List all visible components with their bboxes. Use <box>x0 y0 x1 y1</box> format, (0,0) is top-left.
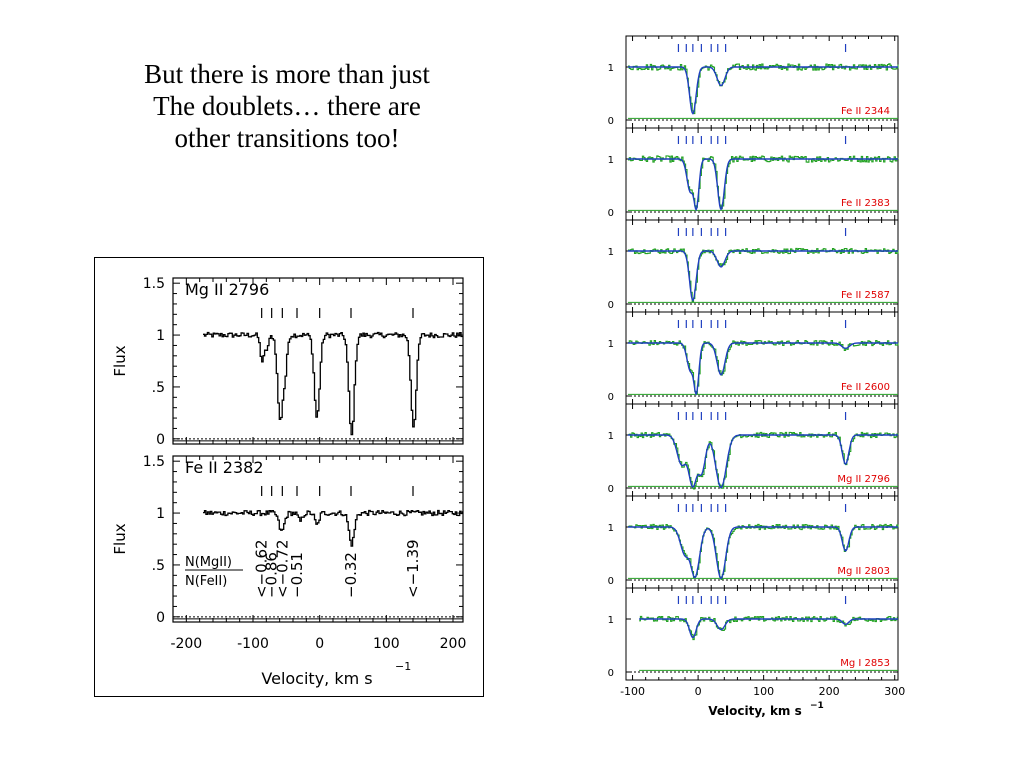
transition-label: Mg II 2796 <box>185 280 269 299</box>
model-fit <box>639 618 898 639</box>
x-axis-label-exponent: −1 <box>810 701 824 711</box>
x-tick-label: 200 <box>819 685 840 698</box>
y-tick-label: 0 <box>156 432 165 448</box>
ratio-value: <−0.72 <box>273 539 291 598</box>
right-chart-svg: 0 1 Fe II 2344 0 1 Fe II 2383 0 1 Fe II 2587 0 1 Fe… <box>608 35 905 718</box>
title-line-2: The doublets… there are <box>153 91 421 121</box>
slide-title: But there is more than just The doublets… <box>92 58 482 154</box>
model-fit <box>628 66 898 115</box>
x-tick-label: 200 <box>440 636 467 652</box>
left-panel-2: 0 .5 1 1.5 Flux Fe II 2382 N(MgII) N(FeII) <−0.6… <box>111 454 464 626</box>
y-tick-label: .5 <box>152 380 165 396</box>
transition-label: Mg II 2796 <box>837 474 890 485</box>
left-panel-frame <box>172 455 464 623</box>
y-tick-label: 0 <box>608 484 614 495</box>
model-fit <box>628 526 898 580</box>
y-tick-label: 1.5 <box>143 454 165 470</box>
spectrum-line <box>203 509 464 547</box>
title-line-3: other transitions too! <box>174 123 400 153</box>
y-tick-label: 0 <box>156 610 165 626</box>
x-tick-label: 0 <box>695 685 702 698</box>
ratio-value: −0.51 <box>288 552 306 598</box>
x-axis-label: Velocity, km s <box>708 704 802 718</box>
x-tick-label: 100 <box>753 685 774 698</box>
data-spectrum <box>628 63 899 115</box>
y-tick-label: 1 <box>608 523 614 534</box>
left-chart-svg: 0 .5 1 1.5 Flux Mg II 2796 0 .5 1 1.5 Flux Fe II 23… <box>111 276 466 688</box>
x-tick-label: 100 <box>373 636 400 652</box>
ratio-value: <−1.39 <box>404 539 422 598</box>
ratio-value: −0.86 <box>263 552 281 598</box>
left-figure-mgii-feii-comparison: 0 .5 1 1.5 Flux Mg II 2796 0 .5 1 1.5 Flux Fe II 23… <box>94 257 484 697</box>
data-spectrum <box>639 615 898 641</box>
transition-label: Fe II 2383 <box>841 198 890 209</box>
y-tick-label: 1 <box>156 506 165 522</box>
y-tick-label: .5 <box>152 558 165 574</box>
ratio-label-numerator: N(MgII) <box>185 555 232 570</box>
ratio-value: <−0.62 <box>253 539 271 598</box>
y-tick-label: 1 <box>608 615 614 626</box>
y-tick-label: 1 <box>156 328 165 344</box>
y-tick-label: 1 <box>608 63 614 74</box>
ratio-value: −0.32 <box>342 552 360 598</box>
model-fit <box>628 342 898 396</box>
transition-label: Fe II 2600 <box>841 382 890 393</box>
x-tick-label: 300 <box>884 685 905 698</box>
transition-label: Fe II 2587 <box>841 290 890 301</box>
data-spectrum <box>628 339 899 395</box>
data-spectrum <box>628 155 899 210</box>
right-panel-1: 0 1 Fe II 2344 <box>608 35 899 129</box>
x-axis-label-exponent: −1 <box>395 660 411 673</box>
model-fit <box>628 434 898 489</box>
y-axis-label: Flux <box>111 345 129 376</box>
left-x-axis: -200 -100 0 100 200 Velocity, km s −1 <box>170 636 466 688</box>
right-figure-transition-stack: 0 1 Fe II 2344 0 1 Fe II 2383 0 1 Fe II 2587 0 1 Fe… <box>580 28 910 728</box>
right-panel-5: 0 1 Mg II 2796 <box>608 403 899 497</box>
x-tick-label: -100 <box>620 685 645 698</box>
y-tick-label: 0 <box>608 392 614 403</box>
y-tick-label: 1 <box>608 431 614 442</box>
x-axis-label: Velocity, km s <box>261 669 372 688</box>
y-tick-label: 0 <box>608 576 614 587</box>
model-fit <box>628 158 898 212</box>
y-tick-label: 0 <box>608 668 614 679</box>
right-panel-frame <box>625 587 899 681</box>
right-panel-7: 0 1 Mg I 2853 <box>608 587 899 681</box>
transition-label: Fe II 2382 <box>185 458 264 477</box>
left-panel-frame <box>172 277 464 445</box>
y-tick-label: 1 <box>608 339 614 350</box>
right-panel-6: 0 1 Mg II 2803 <box>608 495 899 589</box>
transition-label: Fe II 2344 <box>841 106 890 117</box>
y-tick-label: 0 <box>608 300 614 311</box>
x-tick-label: 0 <box>315 636 324 652</box>
x-tick-label: -200 <box>170 636 202 652</box>
spectrum-line <box>203 331 464 436</box>
y-tick-label: 1 <box>608 247 614 258</box>
y-axis-label: Flux <box>111 523 129 554</box>
x-tick-label: -100 <box>237 636 269 652</box>
right-panel-3: 0 1 Fe II 2587 <box>608 219 899 313</box>
ratio-label-denominator: N(FeII) <box>185 574 227 589</box>
y-tick-label: 1.5 <box>143 276 165 292</box>
y-tick-label: 1 <box>608 155 614 166</box>
transition-label: Mg I 2853 <box>840 658 890 669</box>
y-tick-label: 0 <box>608 116 614 127</box>
right-panel-2: 0 1 Fe II 2383 <box>608 127 899 221</box>
transition-label: Mg II 2803 <box>837 566 890 577</box>
model-fit <box>628 250 898 302</box>
title-line-1: But there is more than just <box>144 59 430 89</box>
right-panel-4: 0 1 Fe II 2600 <box>608 311 899 405</box>
right-x-axis: -100 0 100 200 300 Velocity, km s −1 <box>620 685 905 718</box>
y-tick-label: 0 <box>608 208 614 219</box>
left-panel-1: 0 .5 1 1.5 Flux Mg II 2796 <box>111 276 464 448</box>
